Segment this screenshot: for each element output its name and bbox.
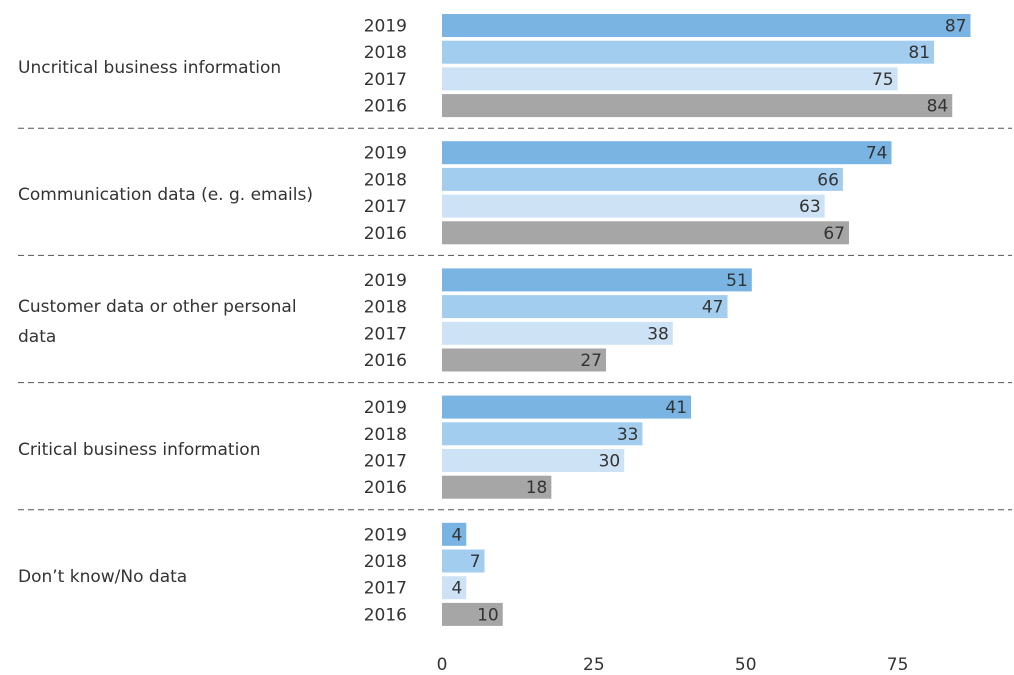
bar — [442, 422, 643, 446]
bar — [442, 475, 552, 499]
series-label: 2016 — [364, 224, 407, 244]
value-label: 4 — [451, 579, 462, 599]
series-label: 2018 — [364, 43, 407, 63]
series-label: 2017 — [364, 70, 407, 90]
bar — [442, 522, 467, 546]
series-label: 2019 — [364, 525, 407, 545]
bar — [442, 67, 898, 91]
series-label: 2016 — [364, 478, 407, 498]
value-label: 67 — [823, 224, 845, 244]
category-label-box: Critical business information — [18, 439, 261, 460]
bar — [442, 321, 673, 345]
series-label: 2017 — [364, 452, 407, 472]
value-label: 33 — [617, 425, 639, 445]
x-tick-label: 0 — [437, 655, 448, 675]
value-label: 75 — [872, 70, 894, 90]
value-label: 38 — [647, 324, 669, 344]
series-label: 2018 — [364, 170, 407, 190]
bar — [442, 94, 953, 118]
series-label: 2017 — [364, 197, 407, 217]
bar — [442, 194, 825, 218]
series-label: 2016 — [364, 97, 407, 117]
value-label: 7 — [470, 552, 481, 572]
series-label: 2016 — [364, 605, 407, 625]
bar — [442, 167, 843, 191]
series-label: 2019 — [364, 271, 407, 291]
value-label: 41 — [665, 398, 687, 418]
bar — [442, 395, 692, 419]
value-label: 30 — [599, 452, 621, 472]
value-label: 51 — [726, 271, 748, 291]
series-label: 2017 — [364, 579, 407, 599]
category-label: Critical business information — [18, 439, 261, 460]
bar — [442, 449, 625, 472]
bar — [442, 14, 971, 37]
bar — [442, 549, 485, 573]
value-label: 47 — [702, 298, 724, 318]
value-label: 18 — [526, 478, 548, 498]
series-label: 2019 — [364, 398, 407, 418]
category-label-box: Uncritical business information — [18, 58, 282, 78]
x-tick-label: 50 — [735, 655, 757, 675]
series-label: 2016 — [364, 351, 407, 371]
x-tick-label: 25 — [583, 655, 605, 675]
x-tick-label: 75 — [887, 655, 909, 675]
series-label: 2017 — [364, 324, 407, 344]
series-label: 2018 — [364, 425, 407, 445]
category-label-box: Communication data (e. g. emails) — [18, 185, 313, 206]
bar — [442, 40, 935, 64]
value-label: 27 — [580, 351, 602, 371]
category-label: Communication data (e. g. emails) — [18, 185, 313, 206]
category-label: Uncritical business information — [18, 58, 282, 78]
category-label-box: Don’t know/No data — [18, 566, 188, 587]
value-label: 84 — [927, 97, 949, 117]
value-label: 74 — [866, 144, 888, 164]
series-label: 2018 — [364, 298, 407, 318]
value-label: 4 — [451, 525, 462, 545]
value-label: 81 — [908, 43, 930, 63]
category-label: Don’t know/No data — [18, 566, 188, 587]
bar — [442, 268, 752, 292]
value-label: 87 — [945, 17, 967, 37]
value-label: 66 — [817, 170, 839, 190]
bar — [442, 221, 849, 245]
bar — [442, 348, 607, 372]
bar — [442, 576, 467, 600]
value-label: 10 — [477, 605, 499, 625]
value-label: 63 — [799, 197, 821, 217]
category-label-box: Customer data or other personal data — [18, 297, 297, 348]
bar — [442, 141, 892, 165]
category-label: Customer data or other personal data — [18, 297, 297, 348]
bar — [442, 295, 728, 319]
bar — [442, 602, 503, 626]
series-label: 2018 — [364, 552, 407, 572]
series-label: 2019 — [364, 144, 407, 164]
series-label: 2019 — [364, 17, 407, 37]
